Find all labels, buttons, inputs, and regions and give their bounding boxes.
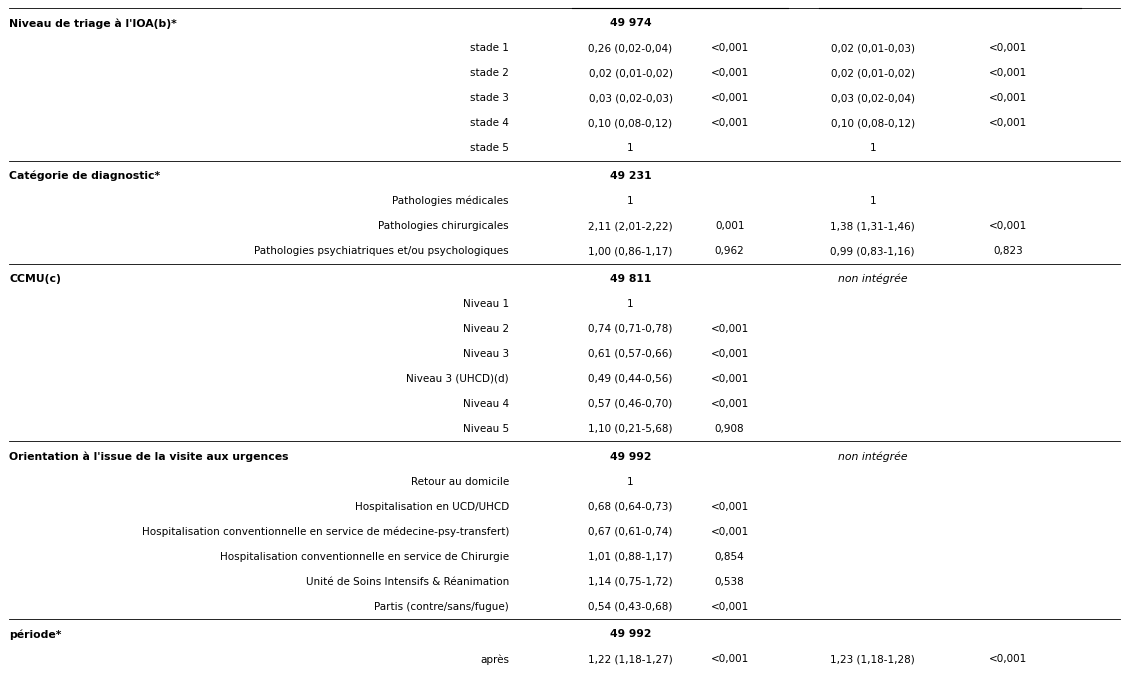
Text: <0,001: <0,001 (989, 43, 1027, 54)
Text: 1,10 (0,21-5,68): 1,10 (0,21-5,68) (588, 424, 673, 434)
Text: stade 2: stade 2 (470, 68, 509, 78)
Text: 1: 1 (627, 143, 634, 153)
Text: 0,54 (0,43-0,68): 0,54 (0,43-0,68) (589, 601, 672, 612)
Text: 0,02 (0,01-0,03): 0,02 (0,01-0,03) (831, 43, 914, 54)
Text: 0,26 (0,02-0,04): 0,26 (0,02-0,04) (589, 43, 672, 54)
Text: 49 231: 49 231 (610, 171, 651, 181)
Text: Unité de Soins Intensifs & Réanimation: Unité de Soins Intensifs & Réanimation (305, 576, 509, 586)
Text: 49 811: 49 811 (610, 274, 651, 284)
Text: 0,10 (0,08-0,12): 0,10 (0,08-0,12) (831, 118, 914, 128)
Text: <0,001: <0,001 (711, 502, 749, 512)
Text: <0,001: <0,001 (711, 118, 749, 128)
Text: 0,68 (0,64-0,73): 0,68 (0,64-0,73) (589, 502, 672, 512)
Text: Niveau 3 (UHCD)(d): Niveau 3 (UHCD)(d) (406, 374, 509, 384)
Text: <0,001: <0,001 (711, 349, 749, 359)
Text: stade 1: stade 1 (470, 43, 509, 54)
Text: stade 4: stade 4 (470, 118, 509, 128)
Text: 0,99 (0,83-1,16): 0,99 (0,83-1,16) (830, 246, 915, 256)
Text: 0,02 (0,01-0,02): 0,02 (0,01-0,02) (831, 68, 914, 78)
Text: <0,001: <0,001 (711, 654, 749, 664)
Text: 0,67 (0,61-0,74): 0,67 (0,61-0,74) (589, 527, 672, 536)
Text: 49 992: 49 992 (610, 452, 651, 462)
Text: Hospitalisation conventionnelle en service de Chirurgie: Hospitalisation conventionnelle en servi… (220, 552, 509, 561)
Text: Niveau 4: Niveau 4 (463, 399, 509, 409)
Text: <0,001: <0,001 (989, 68, 1027, 78)
Text: 0,538: 0,538 (715, 576, 744, 586)
Text: Hospitalisation en UCD/UHCD: Hospitalisation en UCD/UHCD (355, 502, 509, 512)
Text: 0,001: 0,001 (715, 221, 744, 231)
Text: Orientation à l'issue de la visite aux urgences: Orientation à l'issue de la visite aux u… (9, 452, 288, 462)
Text: 0,03 (0,02-0,03): 0,03 (0,02-0,03) (589, 94, 672, 103)
Text: 0,823: 0,823 (993, 246, 1022, 256)
Text: 0,908: 0,908 (715, 424, 744, 434)
Text: <0,001: <0,001 (711, 601, 749, 612)
Text: <0,001: <0,001 (711, 527, 749, 536)
Text: 1: 1 (869, 196, 876, 206)
Text: 1: 1 (627, 196, 634, 206)
Text: 1,38 (1,31-1,46): 1,38 (1,31-1,46) (830, 221, 915, 231)
Text: <0,001: <0,001 (989, 118, 1027, 128)
Text: Retour au domicile: Retour au domicile (411, 477, 509, 487)
Text: 0,10 (0,08-0,12): 0,10 (0,08-0,12) (589, 118, 672, 128)
Text: <0,001: <0,001 (711, 374, 749, 384)
Text: période*: période* (9, 629, 62, 639)
Text: 49 974: 49 974 (610, 18, 651, 28)
Text: <0,001: <0,001 (711, 68, 749, 78)
Text: 1: 1 (627, 477, 634, 487)
Text: 0,57 (0,46-0,70): 0,57 (0,46-0,70) (589, 399, 672, 409)
Text: Catégorie de diagnostic*: Catégorie de diagnostic* (9, 171, 160, 181)
Text: 1: 1 (627, 299, 634, 309)
Text: <0,001: <0,001 (989, 94, 1027, 103)
Text: Niveau 2: Niveau 2 (463, 324, 509, 334)
Text: 1,14 (0,75-1,72): 1,14 (0,75-1,72) (588, 576, 673, 586)
Text: Pathologies chirurgicales: Pathologies chirurgicales (378, 221, 509, 231)
Text: stade 3: stade 3 (470, 94, 509, 103)
Text: après: après (480, 654, 509, 664)
Text: <0,001: <0,001 (989, 654, 1027, 664)
Text: non intégrée: non intégrée (838, 274, 908, 284)
Text: <0,001: <0,001 (711, 94, 749, 103)
Text: <0,001: <0,001 (711, 43, 749, 54)
Text: 1,01 (0,88-1,17): 1,01 (0,88-1,17) (588, 552, 673, 561)
Text: Niveau 3: Niveau 3 (463, 349, 509, 359)
Text: 1: 1 (869, 143, 876, 153)
Text: 0,74 (0,71-0,78): 0,74 (0,71-0,78) (589, 324, 672, 334)
Text: <0,001: <0,001 (989, 221, 1027, 231)
Text: 1,23 (1,18-1,28): 1,23 (1,18-1,28) (830, 654, 915, 664)
Text: Partis (contre/sans/fugue): Partis (contre/sans/fugue) (374, 601, 509, 612)
Text: Pathologies médicales: Pathologies médicales (393, 196, 509, 206)
Text: Niveau de triage à l'IOA(b)*: Niveau de triage à l'IOA(b)* (9, 18, 177, 28)
Text: <0,001: <0,001 (711, 399, 749, 409)
Text: Hospitalisation conventionnelle en service de médecine-psy-transfert): Hospitalisation conventionnelle en servi… (142, 526, 509, 537)
Text: 49 992: 49 992 (610, 629, 651, 639)
Text: 1,22 (1,18-1,27): 1,22 (1,18-1,27) (588, 654, 673, 664)
Text: stade 5: stade 5 (470, 143, 509, 153)
Text: 0,854: 0,854 (715, 552, 744, 561)
Text: 0,02 (0,01-0,02): 0,02 (0,01-0,02) (589, 68, 672, 78)
Text: 1,00 (0,86-1,17): 1,00 (0,86-1,17) (589, 246, 672, 256)
Text: 0,61 (0,57-0,66): 0,61 (0,57-0,66) (589, 349, 672, 359)
Text: Niveau 1: Niveau 1 (463, 299, 509, 309)
Text: non intégrée: non intégrée (838, 452, 908, 462)
Text: Pathologies psychiatriques et/ou psychologiques: Pathologies psychiatriques et/ou psychol… (254, 246, 509, 256)
Text: 0,962: 0,962 (715, 246, 744, 256)
Text: <0,001: <0,001 (711, 324, 749, 334)
Text: 0,49 (0,44-0,56): 0,49 (0,44-0,56) (589, 374, 672, 384)
Text: Niveau 5: Niveau 5 (463, 424, 509, 434)
Text: CCMU(c): CCMU(c) (9, 274, 61, 284)
Text: 2,11 (2,01-2,22): 2,11 (2,01-2,22) (588, 221, 673, 231)
Text: 0,03 (0,02-0,04): 0,03 (0,02-0,04) (831, 94, 914, 103)
